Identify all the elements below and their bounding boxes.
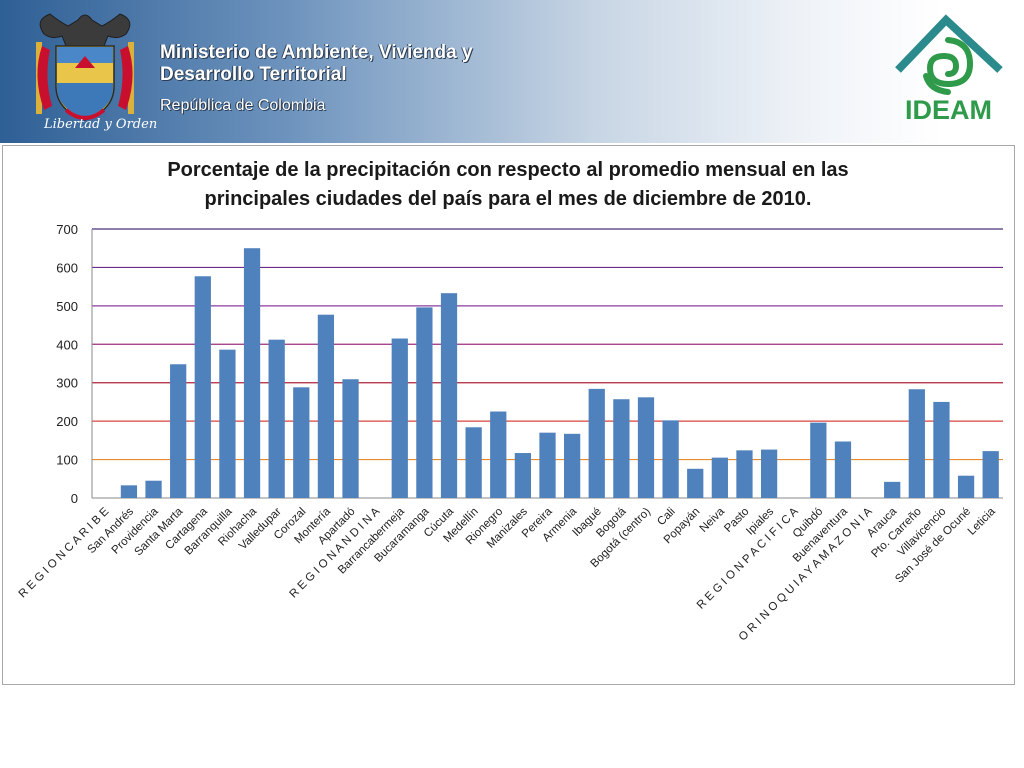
bar bbox=[490, 411, 507, 498]
bar bbox=[120, 485, 138, 498]
ideam-logo-text: IDEAM bbox=[905, 95, 992, 125]
bar bbox=[293, 387, 310, 498]
bar bbox=[637, 397, 655, 498]
y-tick-label: 700 bbox=[56, 222, 78, 237]
ideam-logo-icon bbox=[895, 14, 1003, 95]
bar bbox=[539, 432, 556, 498]
chart-title-line-1: Porcentaje de la precipitación con respe… bbox=[167, 159, 848, 181]
chart-panel: Porcentaje de la precipitación con respe… bbox=[2, 145, 1015, 685]
bar bbox=[957, 475, 975, 498]
colombia-coat-of-arms-icon bbox=[36, 13, 134, 121]
bar bbox=[145, 480, 162, 498]
bar bbox=[613, 399, 630, 498]
x-tick-label: Neiva bbox=[698, 505, 728, 535]
bar bbox=[711, 457, 728, 498]
x-tick-label: Leticia bbox=[966, 505, 998, 537]
bar bbox=[908, 389, 925, 498]
republic-subtitle: República de Colombia bbox=[160, 97, 326, 114]
y-tick-label: 300 bbox=[56, 376, 78, 391]
bar bbox=[736, 450, 753, 498]
chart-title-line-2: principales ciudades del país para el me… bbox=[205, 188, 812, 210]
bar bbox=[416, 307, 433, 498]
y-tick-label: 400 bbox=[56, 337, 78, 352]
y-tick-label: 200 bbox=[56, 414, 78, 429]
bars-group bbox=[120, 248, 999, 498]
bar bbox=[662, 420, 679, 498]
bar bbox=[810, 422, 827, 498]
bar-chart: Porcentaje de la precipitación con respe… bbox=[17, 159, 1003, 644]
bar bbox=[834, 441, 852, 498]
y-tick-label: 600 bbox=[56, 260, 78, 275]
bar bbox=[170, 364, 187, 498]
bar bbox=[317, 314, 335, 498]
bar bbox=[465, 427, 482, 498]
bar bbox=[342, 379, 359, 498]
bar bbox=[243, 248, 261, 498]
bar bbox=[219, 349, 236, 498]
bar bbox=[687, 468, 704, 498]
grid-lines bbox=[92, 228, 1003, 461]
x-tick-label: R E G I O N C A R I B E bbox=[17, 505, 112, 600]
ministry-title: Ministerio de Ambiente, Vivienda y Desar… bbox=[160, 42, 473, 85]
y-tick-label: 0 bbox=[71, 491, 78, 506]
bar bbox=[563, 433, 581, 498]
y-tick-label: 100 bbox=[56, 453, 78, 468]
bar bbox=[884, 481, 901, 498]
bar bbox=[440, 293, 458, 498]
y-tick-label: 500 bbox=[56, 299, 78, 314]
bar bbox=[268, 339, 285, 498]
bar bbox=[588, 388, 605, 498]
header-banner: Libertad y Orden Ministerio de Ambiente,… bbox=[0, 0, 1024, 143]
bar bbox=[391, 338, 408, 498]
bar bbox=[194, 276, 211, 498]
bar bbox=[982, 451, 999, 498]
bar bbox=[514, 453, 532, 498]
bar bbox=[760, 449, 778, 498]
bar bbox=[933, 401, 950, 498]
motto-text: Libertad y Orden bbox=[44, 117, 158, 132]
